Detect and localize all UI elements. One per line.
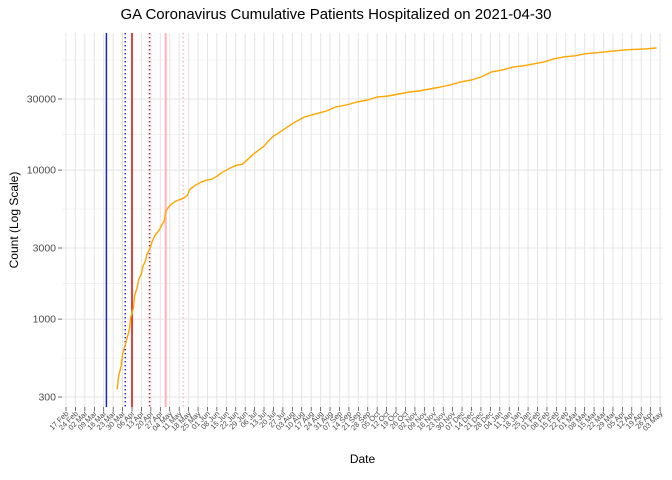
chart-title: GA Coronavirus Cumulative Patients Hospi… (120, 6, 552, 23)
series-line (116, 47, 657, 390)
y-tick-label: 3000 (33, 243, 57, 255)
y-tick-label: 10000 (27, 165, 56, 177)
y-tick-label: 30000 (27, 94, 56, 106)
y-tick-label: 300 (38, 392, 56, 404)
y-tick-label: 1000 (33, 314, 57, 326)
x-axis-title: Date (349, 452, 376, 466)
